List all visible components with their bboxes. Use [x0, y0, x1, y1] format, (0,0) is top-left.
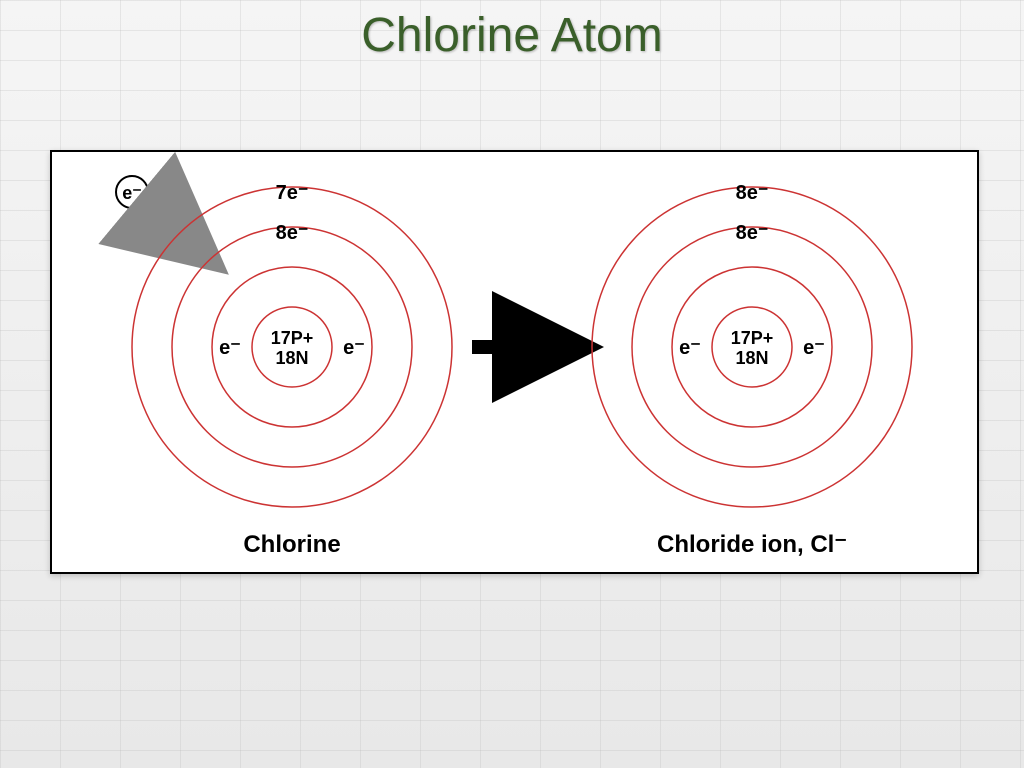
slide-title: Chlorine Atom	[0, 8, 1024, 63]
chloride-caption: Chloride ion, Cl⁻	[657, 531, 847, 558]
chlorine-inner-right: e⁻	[343, 337, 365, 359]
chlorine-shell3-label: 8e⁻	[276, 222, 309, 244]
chloride-shell3-label: 8e⁻	[736, 222, 769, 244]
chloride-inner-left: e⁻	[679, 337, 701, 359]
chlorine-shell4-label: 7e⁻	[276, 182, 309, 204]
chlorine-nucleus-line2: 18N	[275, 348, 308, 368]
chloride-inner-right: e⁻	[803, 337, 825, 359]
incoming-electron-label: e⁻	[122, 183, 142, 203]
slide: Chlorine Atom e⁻	[0, 0, 1024, 768]
chloride-ion-group: 8e⁻ 8e⁻ e⁻ e⁻ 17P+ 18N Chloride ion, Cl⁻	[592, 182, 912, 558]
incoming-electron-group: e⁻	[116, 176, 192, 244]
diagram-container: e⁻ 7e⁻ 8e⁻ e⁻ e⁻ 17P+ 18N Chlorine	[50, 150, 979, 574]
chloride-nucleus-line1: 17P+	[731, 328, 774, 348]
chloride-nucleus-line2: 18N	[735, 348, 768, 368]
incoming-electron-arrow	[144, 204, 192, 244]
chloride-shell4-label: 8e⁻	[736, 182, 769, 204]
atom-diagram-svg: e⁻ 7e⁻ 8e⁻ e⁻ e⁻ 17P+ 18N Chlorine	[52, 152, 977, 572]
chlorine-nucleus-line1: 17P+	[271, 328, 314, 348]
chlorine-caption: Chlorine	[243, 531, 340, 558]
chlorine-inner-left: e⁻	[219, 337, 241, 359]
